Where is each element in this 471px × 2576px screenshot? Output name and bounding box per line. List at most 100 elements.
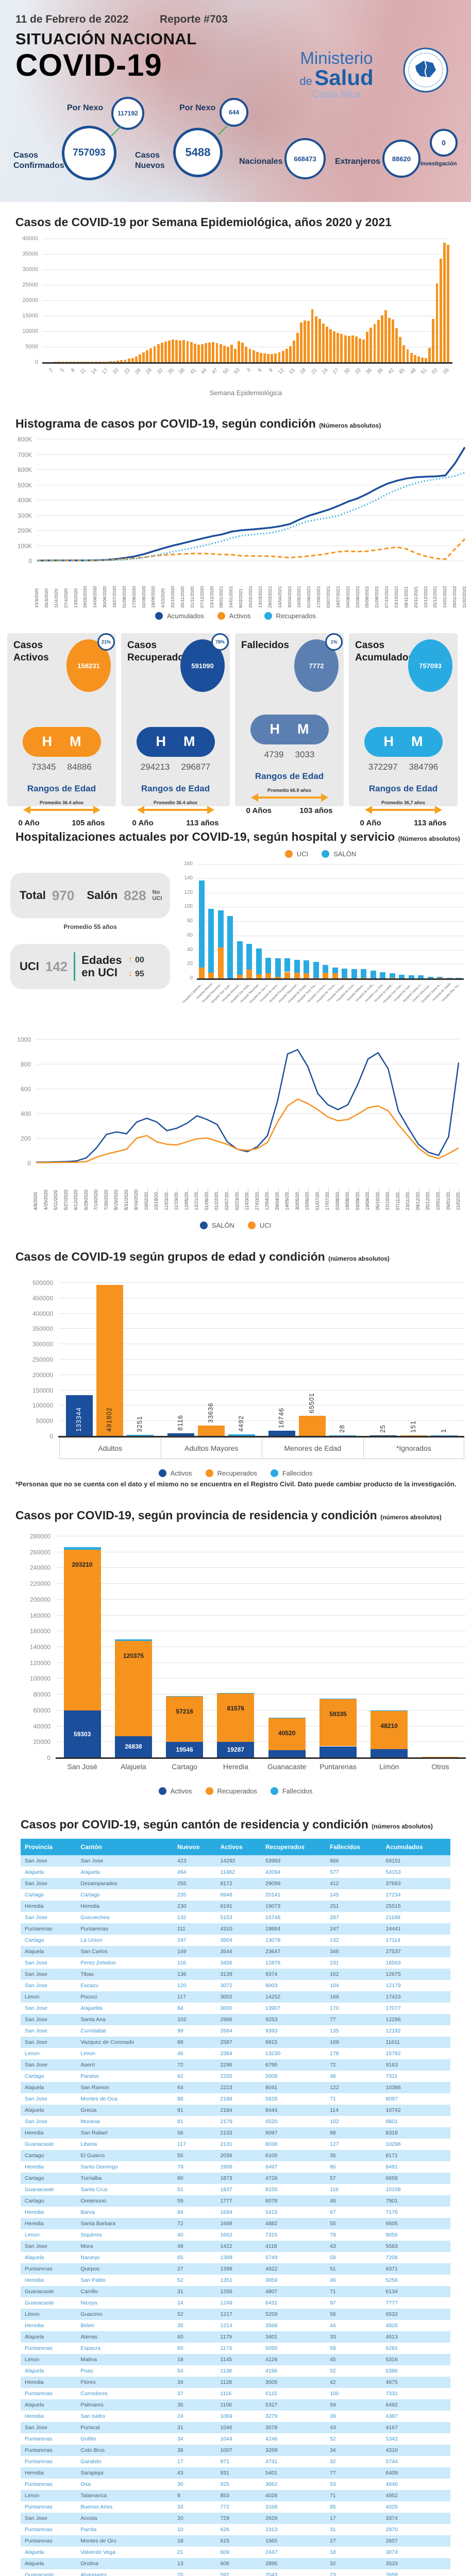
table-row: Puntarenas Garabito 17 971 4741 32 5744	[21, 2456, 450, 2467]
bar	[193, 344, 196, 362]
legend-label: Recuperados	[276, 612, 316, 620]
report-number: Reporte #703	[160, 13, 228, 25]
x-axis-tick: 22/10/20...	[385, 1188, 391, 1210]
category-label: *Ignorados	[363, 1437, 464, 1459]
table-cell: 5316	[385, 2357, 398, 2363]
table-cell: 44	[330, 2323, 336, 2329]
table-cell: 626	[220, 2527, 229, 2533]
table-cell: 3533	[385, 2561, 398, 2567]
table-cell: 51	[177, 2187, 183, 2193]
x-axis-tick: 23/11/20...	[405, 1189, 411, 1210]
table-cell: 1399	[220, 2255, 232, 2261]
column-header: Fallecidos	[326, 1839, 382, 1855]
table-cell: Barva	[80, 2209, 95, 2215]
table-cell: 4167	[385, 2425, 398, 2431]
legend-label: Recuperados	[217, 1787, 257, 1795]
legend-label: Activos	[229, 612, 251, 620]
table-cell: 42	[330, 2379, 336, 2385]
table-row: Alajuela Alajuela 494 11482 42094 577 54153	[21, 1867, 450, 1878]
gridline	[197, 864, 464, 865]
table-cell: Corredores	[80, 2391, 108, 2397]
table-cell: 52	[330, 2436, 336, 2442]
table-cell: 46	[330, 2277, 336, 2283]
x-axis-tick: 07/12/2020	[199, 586, 205, 608]
m-label: M	[70, 734, 81, 749]
age-max: 113 años	[186, 818, 219, 827]
bar-value-label: 57216	[176, 1708, 193, 1716]
hospital-title-sub: (Números absolutos)	[398, 835, 460, 842]
h-value: 4739	[264, 749, 284, 759]
bar-salon	[284, 958, 291, 972]
bar	[307, 320, 310, 362]
uci-age-max: 95	[135, 970, 144, 978]
table-cell: 6520	[265, 2119, 278, 2125]
bar-uci	[275, 977, 281, 978]
bar	[268, 1431, 296, 1436]
table-cell: 2043	[265, 2572, 278, 2576]
table-cell: 18	[177, 2357, 183, 2363]
bar	[157, 344, 160, 362]
table-cell: 23647	[265, 1948, 281, 1955]
bar-value-label: 59303	[73, 1730, 91, 1738]
bar	[366, 332, 369, 362]
x-axis-tick: 6/28/2020	[83, 1189, 89, 1210]
x-axis-tick: 01/06/20...	[204, 1188, 209, 1210]
bar	[406, 349, 409, 362]
gender-values: 4739 3033	[241, 750, 338, 760]
x-axis-tick: 20/10/2020	[170, 586, 176, 608]
legend-item: Recuperados	[205, 1787, 257, 1795]
x-axis-tick: 5/11/2020	[53, 1190, 58, 1210]
table-cell: 6795	[265, 2062, 278, 2068]
bar-salon	[370, 970, 376, 978]
table-cell: Liberia	[80, 2141, 97, 2147]
table-cell: San Jose	[25, 2119, 47, 2125]
table-cell: 5153	[220, 1914, 232, 1921]
bar	[127, 359, 130, 362]
table-cell: 6078	[265, 2198, 278, 2204]
table-cell: Esparza	[80, 2345, 100, 2351]
table-cell: Puntarenas	[25, 2447, 53, 2453]
table-cell: 17114	[385, 1937, 400, 1943]
legend-dot-icon	[322, 850, 330, 858]
x-axis-tick: 02/23/20...	[234, 1188, 240, 1210]
card-value-oval: 757093	[408, 639, 452, 692]
table-cell: 52	[330, 2368, 336, 2374]
table-cell: 23	[330, 2572, 336, 2576]
bar	[425, 358, 428, 362]
y-axis-tick: 40	[187, 946, 193, 953]
bar	[430, 1435, 458, 1436]
table-cell: 4196	[265, 2368, 278, 2374]
x-axis-tick: 7/30/2020	[103, 1189, 109, 1210]
table-cell: Santa Cruz	[80, 2187, 108, 2193]
x-axis-tick: 30/06/2020	[102, 586, 107, 608]
table-cell: Flores	[80, 2379, 96, 2385]
x-axis-tick: 9/16/2020	[133, 1189, 139, 1210]
table-cell: 6097	[265, 2130, 278, 2136]
province-title-sub: (números absolutos)	[380, 1514, 442, 1521]
table-cell: 230	[177, 1903, 187, 1909]
table-cell: Heredia	[80, 1903, 100, 1909]
table-cell: 132	[177, 1914, 187, 1921]
table-cell: 4826	[385, 2323, 398, 2329]
x-axis-tick: 03/09/20...	[355, 1188, 360, 1210]
bar-value-label: 1	[440, 1429, 447, 1433]
x-axis-tick: 08/11/2021	[403, 586, 409, 608]
bar-segment	[268, 1750, 306, 1757]
table-cell: San Rafael	[80, 2130, 108, 2136]
table-cell: 5749	[265, 2255, 278, 2261]
table-cell: 2133	[220, 2130, 232, 2136]
confirmados-label: Casos Confirmados	[13, 151, 64, 170]
bar-uci	[246, 970, 253, 978]
table-cell: Atenas	[80, 2334, 98, 2340]
table-cell: 97	[330, 2300, 336, 2306]
table-cell: 4675	[385, 2379, 398, 2385]
table-cell: 772	[220, 2504, 229, 2510]
table-cell: Limon	[25, 2050, 40, 2057]
y-axis-tick: 220000	[29, 1580, 51, 1588]
bar	[234, 348, 237, 362]
condition-title-sub: (Números absolutos)	[319, 422, 381, 429]
age-title-text: Casos de COVID-19 según grupos de edad y…	[15, 1250, 325, 1263]
table-cell: 1044	[220, 2436, 232, 2442]
bar	[142, 352, 145, 362]
table-cell: 7315	[265, 2232, 278, 2238]
